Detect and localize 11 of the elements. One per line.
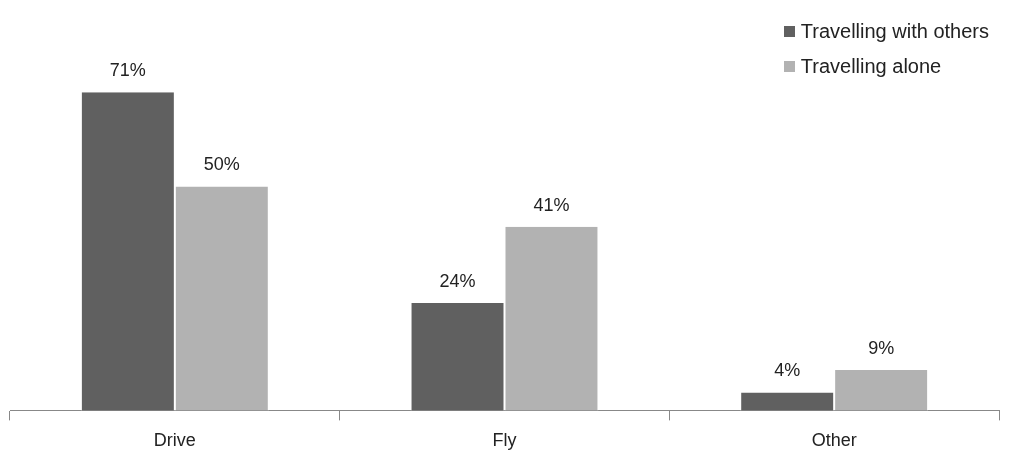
x-tick-label: Drive: [153, 430, 196, 451]
x-tick-label: Fly: [492, 430, 517, 451]
data-label: 41%: [533, 194, 570, 215]
data-label: 9%: [868, 338, 895, 359]
data-label: 71%: [109, 60, 146, 81]
legend-label: Travelling alone: [800, 55, 942, 78]
x-tick-label: Other: [811, 430, 857, 451]
data-label: 24%: [439, 270, 476, 291]
legend-label: Travelling with others: [800, 20, 989, 43]
data-label: 4%: [774, 360, 801, 381]
data-label: 50%: [203, 154, 240, 175]
